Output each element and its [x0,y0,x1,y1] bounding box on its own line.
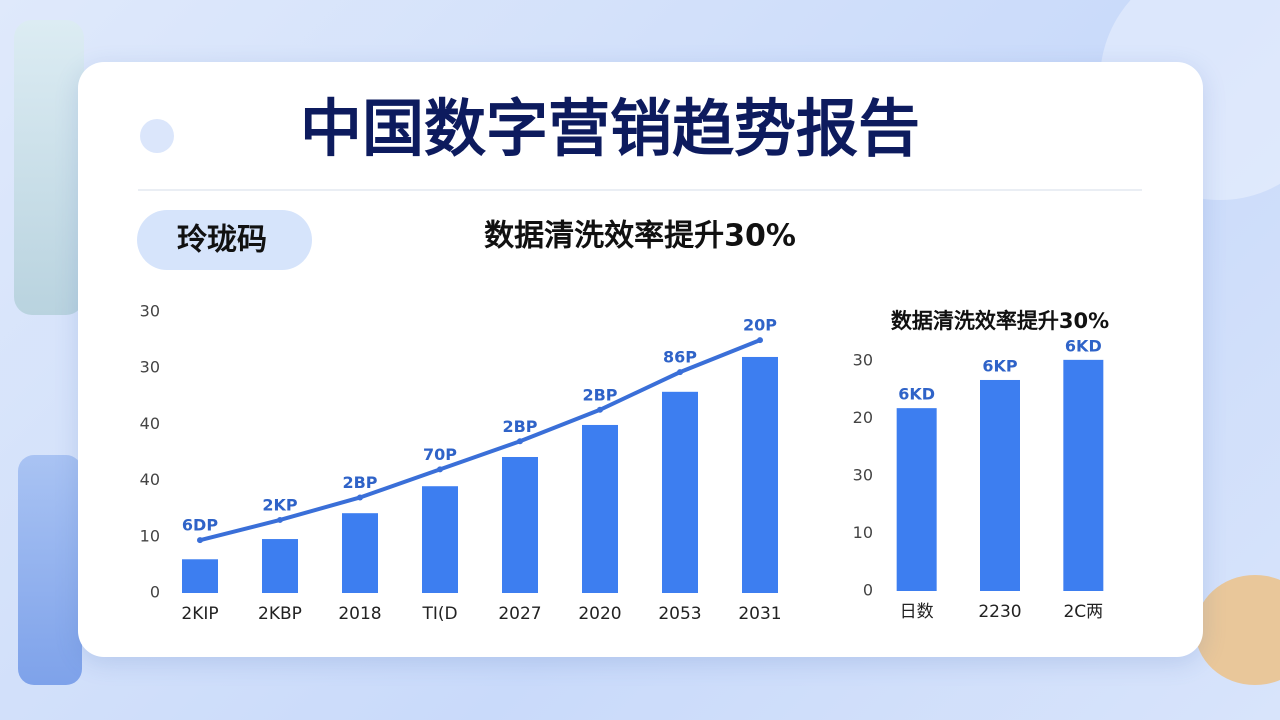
x-tick-label: 2018 [338,604,381,624]
x-tick-label: 2053 [658,604,701,624]
chart-title: 数据清洗效率提升30% [891,309,1109,333]
line-annotation: 86P [663,348,697,367]
bar [342,513,378,593]
bottle-left [14,20,84,315]
line-point [757,337,763,344]
bar [662,391,698,593]
bar-annotation: 6KD [898,385,935,404]
x-tick-label: 2020 [578,604,621,624]
line-point [197,537,203,544]
line-annotation: 70P [423,445,457,464]
x-tick-label: 2KIP [181,604,218,624]
line-annotation: 6DP [182,516,218,535]
badge [137,210,312,270]
x-tick-label: 日数 [900,602,934,622]
line-annotation: 20P [743,316,777,335]
y-tick-label: 20 [853,408,873,427]
bar [582,424,618,593]
bottle-left-lower [18,455,82,685]
line-point [677,369,683,376]
subtitle: 数据清洗效率提升30% [484,219,796,254]
badge-text: 玲珑码 [177,223,267,258]
y-tick-label: 0 [150,583,160,602]
bar [182,559,218,593]
line-annotation: 2BP [582,385,617,404]
y-tick-label: 30 [140,358,160,377]
bar [980,379,1020,591]
x-tick-label: 2C两 [1063,602,1103,622]
line-point [277,516,283,523]
y-tick-label: 30 [140,302,160,321]
bar-annotation: 6KP [982,356,1018,375]
x-tick-label: 2230 [978,602,1021,622]
y-tick-label: 0 [863,581,873,600]
bar-annotation: 6KD [1065,336,1102,355]
y-tick-label: 10 [140,526,160,545]
y-tick-label: 40 [140,414,160,433]
y-tick-label: 40 [140,470,160,489]
bar [1063,359,1104,591]
x-tick-label: 2031 [738,604,781,624]
bar [896,408,937,591]
y-tick-label: 30 [853,466,873,485]
y-tick-label: 30 [853,351,873,370]
x-tick-label: TI(D [421,604,457,624]
line-point [597,406,603,413]
x-tick-label: 2027 [498,604,541,624]
bar [262,539,298,593]
bar [742,356,778,593]
y-tick-label: 10 [853,523,873,542]
line-point [517,438,523,445]
line-annotation: 2BP [502,417,537,436]
line-annotation: 2KP [262,495,298,514]
bar [502,456,538,593]
x-tick-label: 2KBP [258,604,302,624]
line-point [357,494,363,501]
line-annotation: 2BP [342,473,377,492]
line-point [437,466,443,473]
line [198,338,762,543]
deco-dot [140,119,174,153]
slide-title: 中国数字营销趋势报告 [300,92,920,165]
bar [422,486,458,593]
